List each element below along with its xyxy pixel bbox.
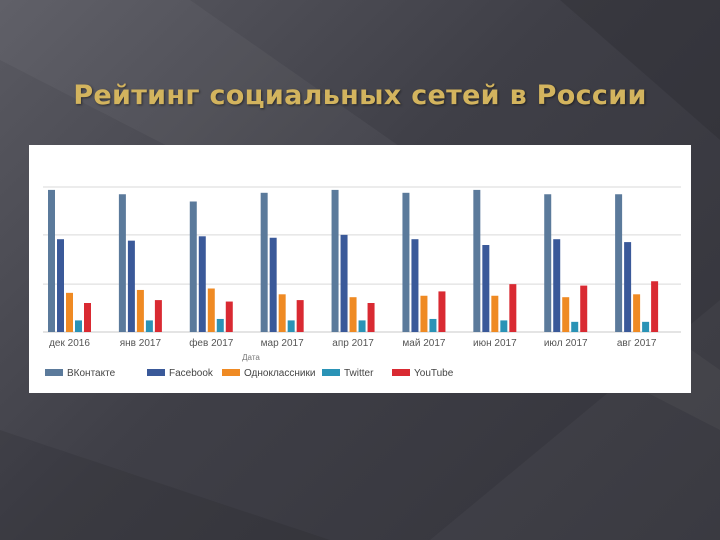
- bar: [340, 234, 348, 332]
- bar: [580, 285, 588, 332]
- bar: [127, 240, 135, 332]
- x-tick-label: июл 2017: [544, 338, 588, 349]
- chart-panel: дек 2016 янв 2017 фев 2017 мар 2017 апр 2017…: [29, 145, 691, 393]
- bar: [198, 236, 206, 332]
- bar: [615, 194, 623, 332]
- bar: [482, 245, 490, 332]
- bar: [189, 201, 197, 332]
- bar: [642, 321, 650, 332]
- legend-swatch: [45, 369, 63, 376]
- bar: [491, 295, 499, 332]
- bar: [136, 289, 144, 332]
- legend-swatch: [147, 369, 165, 376]
- bar: [118, 194, 126, 332]
- legend-swatch: [322, 369, 340, 376]
- bar: [438, 291, 446, 332]
- bar: [154, 300, 162, 332]
- x-tick-label: май 2017: [402, 338, 445, 349]
- bar: [296, 300, 304, 332]
- bar: [278, 294, 286, 332]
- x-tick-label: мар 2017: [261, 338, 304, 349]
- bar: [358, 320, 366, 332]
- legend-label: ВКонтакте: [67, 368, 116, 379]
- bar: [429, 318, 437, 332]
- bar: [225, 301, 233, 332]
- bar: [624, 242, 632, 332]
- bar: [269, 237, 277, 332]
- bar: [562, 297, 570, 332]
- bar: [207, 288, 215, 332]
- x-tick-label: июн 2017: [473, 338, 517, 349]
- x-tick-label: дек 2016: [49, 338, 90, 349]
- bar: [500, 320, 508, 332]
- bar: [287, 320, 295, 332]
- bar: [216, 318, 224, 332]
- legend-label: Facebook: [169, 368, 214, 379]
- bar: [402, 192, 410, 332]
- bar: [84, 303, 91, 332]
- bar: [544, 194, 552, 332]
- bar: [367, 303, 375, 332]
- bar: [651, 281, 659, 332]
- bar: [420, 295, 428, 332]
- slide-title: Рейтинг социальных сетей в России: [73, 80, 647, 111]
- x-tick-label: авг 2017: [617, 338, 657, 349]
- bar: [260, 192, 268, 332]
- legend-label: YouTube: [414, 368, 454, 379]
- bar: [473, 189, 481, 332]
- bar: [509, 284, 517, 332]
- bar: [48, 189, 55, 332]
- bar: [66, 292, 73, 332]
- bar: [75, 320, 82, 332]
- bar: [349, 297, 357, 332]
- legend-label: Одноклассники: [244, 368, 315, 379]
- x-tick-label: апр 2017: [332, 338, 374, 349]
- bar: [57, 239, 64, 332]
- legend-swatch: [222, 369, 240, 376]
- x-tick-label: фев 2017: [189, 337, 234, 349]
- bar: [633, 294, 641, 332]
- bar: [553, 239, 561, 332]
- bar-chart: дек 2016 янв 2017 фев 2017 мар 2017 апр 2017…: [43, 186, 681, 379]
- bar: [331, 189, 339, 332]
- bar: [145, 320, 153, 332]
- bar: [571, 321, 579, 332]
- x-axis-title: Дата: [242, 353, 260, 362]
- legend-label: Twitter: [344, 368, 374, 379]
- bar: [411, 239, 419, 332]
- legend-swatch: [392, 369, 410, 376]
- x-tick-label: янв 2017: [120, 338, 162, 349]
